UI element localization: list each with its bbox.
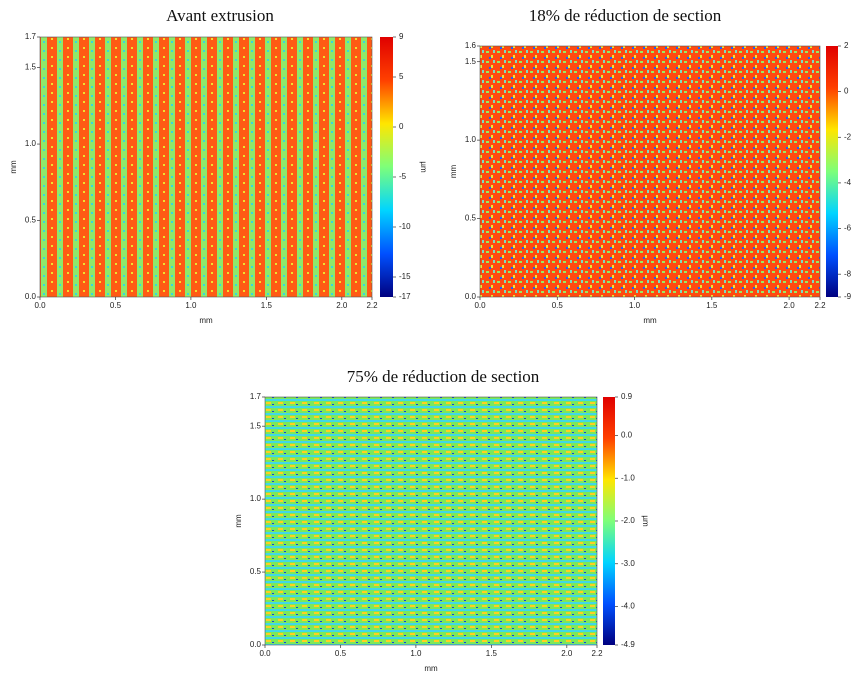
x-tick-label: 2.0 [561,649,573,658]
heatmap-image [480,46,820,297]
colorbar-tick-label: 0 [399,122,404,131]
colorbar-tick-label: -4.0 [621,602,635,611]
x-tick-label: 0.5 [110,301,122,310]
x-axis-label: mm [643,316,657,325]
x-tick-label: 1.5 [261,301,273,310]
x-tick-label: 1.0 [410,649,422,658]
colorbar [380,37,393,297]
plot-frame [264,396,598,646]
x-axis-label: mm [424,664,438,673]
colorbar-tick-label: 0.9 [621,392,633,401]
y-tick-label: 1.5 [250,421,262,430]
y-tick-label: 0.5 [465,214,477,223]
x-tick-label: 2.0 [784,301,796,310]
colorbar-tick-label: -2.0 [621,516,635,525]
colorbar-tick-label: -9 [844,292,852,301]
x-tick-label: 2.2 [814,301,826,310]
x-tick-label: 0.0 [259,649,271,658]
colorbar-tick-label: -4.9 [621,640,635,649]
colorbar-tick-label: -15 [399,272,411,281]
y-tick-label: 0.0 [250,640,262,649]
colorbar [826,46,838,297]
colorbar-tick-label: 0.0 [621,431,633,440]
x-tick-label: 1.0 [185,301,197,310]
x-tick-label: 1.5 [486,649,498,658]
colorbar-tick-label: -5 [399,172,407,181]
y-tick-label: 1.0 [25,139,37,148]
x-tick-label: 0.5 [335,649,347,658]
x-tick-label: 0.0 [34,301,46,310]
x-axis-label: mm [199,316,213,325]
colorbar-tick-label: 0 [844,87,849,96]
colorbar-tick-label: -6 [844,224,852,233]
x-tick-label: 1.5 [706,301,718,310]
y-tick-label: 1.7 [25,32,37,41]
y-tick-label: 1.6 [465,41,477,50]
colorbar-label: µm [419,161,428,173]
y-tick-label: 0.5 [250,567,262,576]
colorbar-tick-label: 2 [844,41,849,50]
colorbar-tick-label: -8 [844,269,852,278]
colorbar-label: µm [641,515,650,527]
plot-frame [479,45,821,298]
x-tick-label: 0.5 [552,301,564,310]
colorbar [603,397,615,645]
y-tick-label: 0.0 [25,292,37,301]
y-axis-label: mm [234,514,243,528]
x-tick-label: 2.2 [591,649,603,658]
colorbar-tick-label: -3.0 [621,559,635,568]
plot-frame [39,36,373,298]
y-axis-label: mm [449,165,458,179]
y-tick-label: 1.5 [25,63,37,72]
colorbar-tick-label: -2 [844,132,852,141]
y-tick-label: 1.7 [250,392,262,401]
x-tick-label: 2.2 [366,301,378,310]
heatmap-image [40,37,372,297]
panel-title: 75% de réduction de section [347,367,540,386]
y-tick-label: 1.0 [250,494,262,503]
y-tick-label: 0.5 [25,216,37,225]
colorbar-tick-label: 9 [399,32,404,41]
x-tick-label: 0.0 [474,301,486,310]
x-tick-label: 2.0 [336,301,348,310]
colorbar-tick-label: -17 [399,292,411,301]
heatmap-image [265,397,597,645]
x-tick-label: 1.0 [629,301,641,310]
colorbar-tick-label: -10 [399,222,411,231]
y-tick-label: 1.5 [465,57,477,66]
colorbar-tick-label: -4 [844,178,852,187]
panel-title: Avant extrusion [166,6,274,25]
y-axis-label: mm [9,160,18,174]
y-tick-label: 1.0 [465,135,477,144]
y-tick-label: 0.0 [465,292,477,301]
colorbar-tick-label: 5 [399,72,404,81]
colorbar-tick-label: -1.0 [621,473,635,482]
panel-title: 18% de réduction de section [529,6,722,25]
